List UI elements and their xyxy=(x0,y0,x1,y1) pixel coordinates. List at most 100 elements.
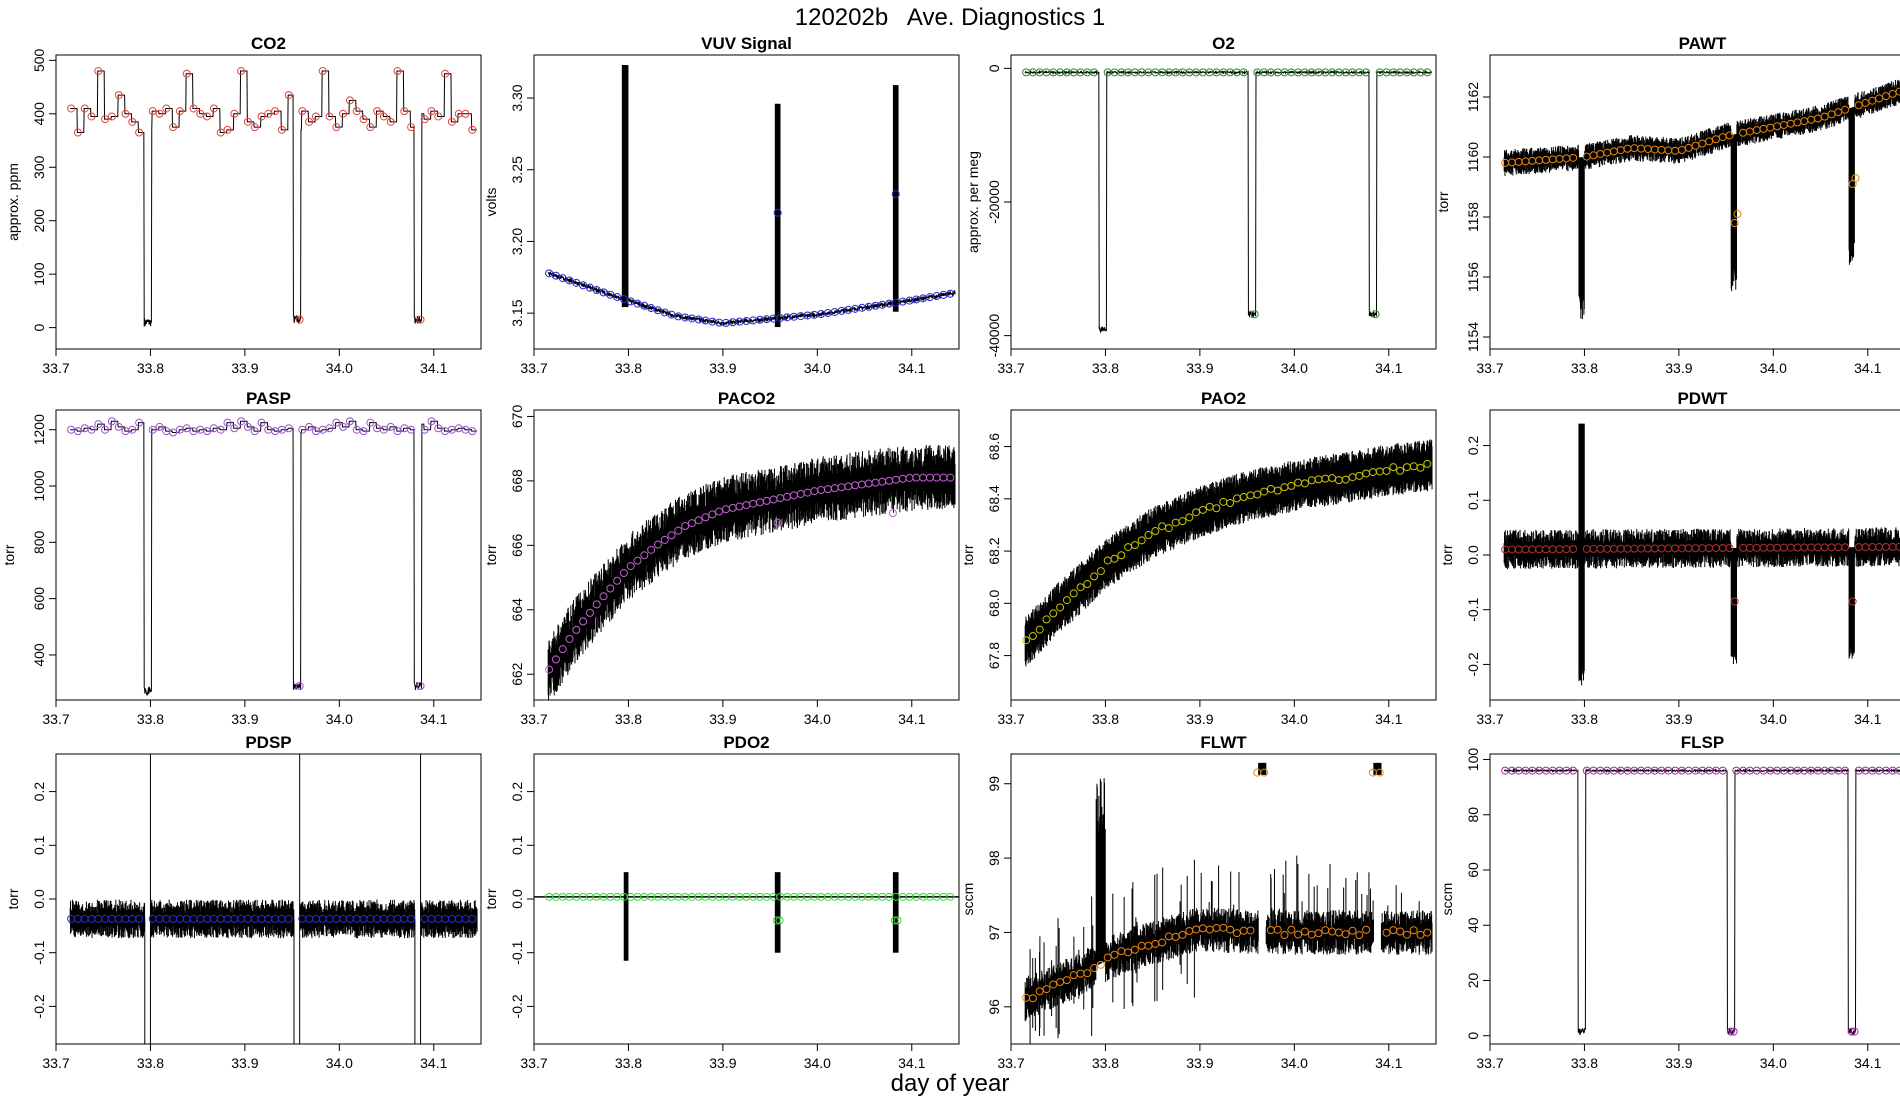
data-point xyxy=(243,422,252,431)
y-tick-label: 60 xyxy=(1465,862,1481,878)
data-point xyxy=(592,600,601,609)
data-point xyxy=(893,916,902,925)
data-point xyxy=(67,104,76,113)
data-point xyxy=(1362,68,1371,77)
data-point xyxy=(775,916,784,925)
data-point xyxy=(613,576,622,585)
data-point xyxy=(1341,475,1350,484)
data-point xyxy=(148,425,157,434)
data-point xyxy=(1124,948,1133,957)
data-point xyxy=(1423,68,1432,77)
data-point xyxy=(1294,930,1303,939)
data-point xyxy=(1158,938,1167,947)
data-point xyxy=(352,107,361,116)
data-point xyxy=(135,418,144,427)
data-point xyxy=(1028,994,1037,1003)
data-point xyxy=(1056,603,1065,612)
data-point xyxy=(1362,925,1371,934)
series-noise xyxy=(1503,423,1900,686)
y-tick-label: 3.20 xyxy=(509,228,525,255)
y-tick-label: 0.0 xyxy=(1465,545,1481,565)
data-point xyxy=(1848,597,1857,606)
data-point xyxy=(667,531,676,540)
data-point xyxy=(1083,969,1092,978)
data-point xyxy=(1730,219,1739,227)
data-point xyxy=(298,107,307,116)
y-axis-label: torr xyxy=(483,888,499,909)
x-tick-label: 33.8 xyxy=(615,360,642,376)
x-tick-label: 33.9 xyxy=(231,711,258,727)
x-tick-label: 33.9 xyxy=(709,1055,736,1071)
data-point xyxy=(1423,459,1432,468)
data-point xyxy=(565,276,574,285)
data-point xyxy=(1076,583,1085,592)
data-point xyxy=(888,509,897,518)
data-point xyxy=(434,112,443,121)
panel-title: PDSP xyxy=(245,733,291,752)
data-point xyxy=(386,422,395,431)
y-tick-label: 0.1 xyxy=(1465,490,1481,510)
panel-title: CO2 xyxy=(251,34,286,53)
data-point xyxy=(305,422,314,431)
x-axis-label: day of year xyxy=(890,1070,1010,1097)
signal-band xyxy=(774,872,781,953)
data-point xyxy=(1144,531,1153,540)
data-point xyxy=(298,425,307,434)
x-tick-label: 34.1 xyxy=(1854,711,1881,727)
data-point xyxy=(647,545,656,554)
data-point xyxy=(1273,486,1282,495)
x-tick-label: 33.7 xyxy=(1476,711,1503,727)
data-point xyxy=(1875,94,1884,103)
data-point xyxy=(427,417,436,426)
data-point xyxy=(619,569,628,578)
data-point xyxy=(94,420,103,429)
data-point xyxy=(558,645,567,654)
data-point xyxy=(1881,92,1890,101)
data-point xyxy=(1042,985,1051,994)
data-point xyxy=(237,417,246,426)
series-noise xyxy=(1503,79,1900,319)
data-point xyxy=(1341,930,1350,939)
data-point xyxy=(441,69,450,78)
x-tick-label: 33.8 xyxy=(1571,360,1598,376)
data-point xyxy=(585,283,594,292)
data-point xyxy=(264,109,273,118)
data-point xyxy=(284,914,293,923)
series-line xyxy=(547,270,956,327)
data-point xyxy=(114,422,123,431)
data-point xyxy=(640,551,649,560)
data-point xyxy=(1239,68,1248,77)
data-point xyxy=(277,125,286,134)
y-tick-label: 0.2 xyxy=(1465,436,1481,456)
data-point xyxy=(1733,210,1742,218)
data-point xyxy=(1726,1027,1735,1036)
data-point xyxy=(107,112,116,121)
data-point xyxy=(295,681,304,690)
data-point xyxy=(606,584,615,593)
data-point xyxy=(1250,310,1259,319)
data-point xyxy=(373,107,382,116)
x-tick-label: 33.8 xyxy=(1571,1055,1598,1071)
data-point xyxy=(87,425,96,434)
data-point xyxy=(694,516,703,525)
data-point xyxy=(284,91,293,100)
signal-band xyxy=(774,103,781,328)
y-axis-label: torr xyxy=(1439,544,1455,565)
x-tick-label: 34.1 xyxy=(1375,1055,1402,1071)
data-point xyxy=(162,104,171,113)
x-tick-label: 33.7 xyxy=(42,1055,69,1071)
y-tick-label: -0.2 xyxy=(31,994,47,1018)
data-point xyxy=(1718,766,1727,775)
data-point xyxy=(1868,96,1877,105)
data-point xyxy=(1287,925,1296,934)
data-point xyxy=(169,428,178,437)
data-point xyxy=(1028,632,1037,641)
y-tick-label: 0.2 xyxy=(509,782,525,802)
data-point xyxy=(565,634,574,643)
signal-band xyxy=(892,872,899,953)
data-point xyxy=(1232,929,1241,938)
data-point xyxy=(1854,101,1863,110)
data-point xyxy=(80,104,89,113)
panel-title: O2 xyxy=(1212,34,1235,53)
y-tick-label: 662 xyxy=(509,662,525,686)
